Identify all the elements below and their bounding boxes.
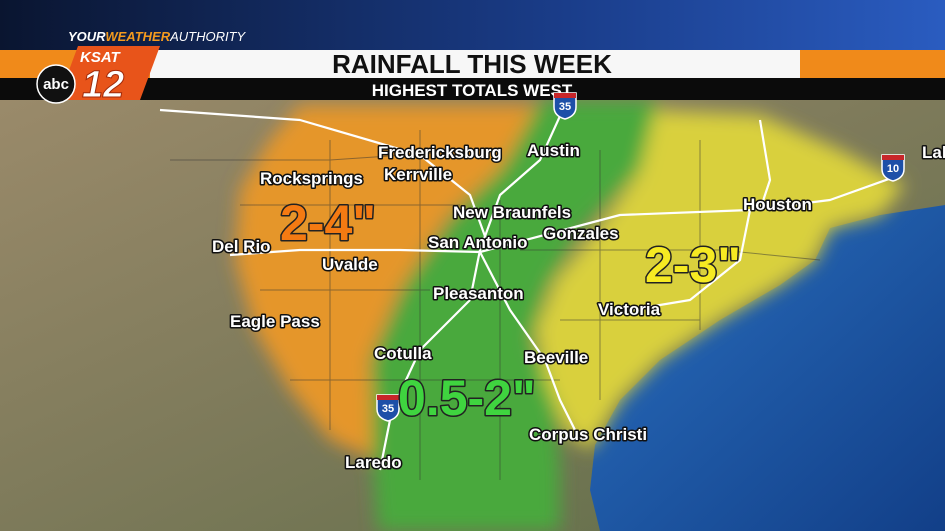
logo-channel: 12 [82,64,124,106]
logo-panel [58,46,160,100]
shield-top [554,93,576,98]
city-label: Corpus Christi [529,425,647,444]
county-lines [170,130,821,480]
city-label: Laredo [345,453,402,472]
brand-part: AUTHORITY [169,29,246,44]
zone-label: 2-3" [645,237,741,293]
city-label: Victoria [598,300,661,319]
city-label: Gonzales [543,224,619,243]
brand-part: YOUR [68,29,106,44]
header: YOURWEATHERAUTHORITY RAINFALL THIS WEEK … [0,0,945,107]
shield-number: 10 [887,163,899,175]
logo-station: KSAT [80,49,122,66]
rain-zones [235,100,905,531]
city-label: Fredericksburg [378,143,502,162]
shield-number: 35 [382,403,394,415]
subtitle: HIGHEST TOTALS WEST [372,81,573,100]
logo-network: abc [43,76,69,93]
shield-number: 35 [559,101,571,113]
city-label: Houston [743,195,812,214]
zone-label: 2-4" [280,195,376,251]
brand-part: WEATHER [105,29,170,44]
title-bg [150,50,800,78]
title: RAINFALL THIS WEEK [332,49,612,79]
top-bar [0,0,945,50]
city-label: Cotulla [374,344,432,363]
zone-orange [235,105,540,460]
shield-top [377,395,399,400]
city-label: Beeville [524,348,588,367]
brand: YOURWEATHERAUTHORITY [68,29,247,44]
highway-shield [376,394,400,422]
subtitle-bar [0,78,945,100]
city-label: San Antonio [428,233,527,252]
zone-green [372,100,660,531]
city-label: Kerrville [384,165,452,184]
city-label: Del Rio [212,237,271,256]
city-label: Uvalde [322,255,378,274]
city-label: Austin [527,141,580,160]
highway-shield [881,154,905,182]
logo-network-circle [36,64,76,104]
city-label: Eagle Pass [230,312,320,331]
city-label: Pleasanton [433,284,524,303]
highway-shield [553,92,577,120]
city-label: New Braunfels [453,203,571,222]
map [0,100,945,531]
zone-label: 0.5-2" [398,370,536,426]
zone-yellow [535,110,905,450]
title-accent-right [800,50,945,78]
city-label: Lak [922,143,945,162]
shield-top [882,155,904,160]
ocean [590,205,945,531]
city-label: Rocksprings [260,169,363,188]
labels: 35 35 10 Fredericksburg Austin Rocksprings Ker… [211,92,945,474]
